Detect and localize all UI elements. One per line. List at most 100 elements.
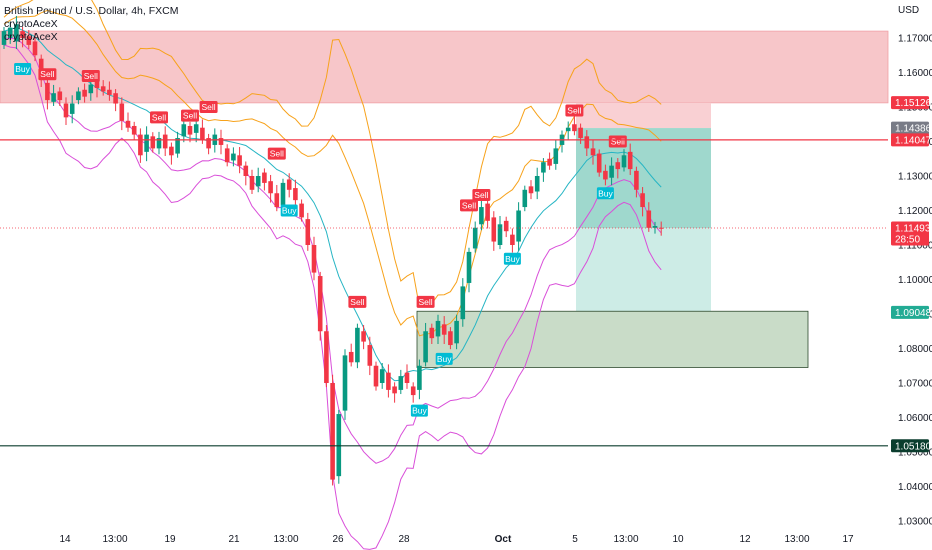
sell-signal — [460, 199, 478, 212]
candle-body — [658, 227, 664, 229]
y-tick-label: 1.06000 — [898, 413, 932, 424]
short-stop-zone — [576, 102, 711, 129]
signal-label: Sell — [611, 137, 625, 147]
legend: British Pound / U.S. Dollar, 4h, FXCM cr… — [4, 5, 178, 44]
price-label-text: 1.14047 — [895, 135, 932, 146]
candle-body — [603, 170, 608, 180]
label-115126 — [891, 96, 929, 110]
buy-signal — [596, 187, 614, 200]
buy-signal — [410, 404, 428, 417]
x-tick-label: 26 — [332, 534, 344, 545]
candle-body — [299, 203, 304, 218]
candle-body — [615, 162, 621, 170]
candle-body — [330, 383, 335, 480]
signal-label: Buy — [598, 188, 613, 198]
sell-signal — [181, 109, 199, 122]
candle-body — [7, 27, 13, 38]
candle-body — [305, 219, 311, 245]
candle-body — [131, 125, 137, 135]
candle-body — [373, 365, 379, 387]
candle-body — [100, 86, 106, 92]
candle-body — [503, 220, 509, 232]
candle-body — [553, 148, 559, 164]
candle-body — [82, 89, 87, 97]
candle-body — [243, 165, 249, 176]
x-tick-label: 12 — [739, 534, 751, 545]
candle-body — [237, 155, 242, 166]
candle-body — [32, 41, 38, 56]
y-tick-label: 1.16000 — [898, 68, 932, 79]
candle-body — [479, 207, 484, 225]
signal-label: Sell — [567, 105, 581, 115]
candle-body — [193, 124, 199, 133]
indicator-2-label[interactable]: cryptoAceX — [4, 31, 58, 43]
price-label-text: 1.05180 — [895, 441, 932, 452]
candle-body — [119, 103, 125, 121]
candle-body — [584, 136, 590, 149]
candle-body — [547, 158, 552, 166]
candle-body — [417, 365, 422, 390]
candle-body — [342, 355, 348, 411]
signal-label: Buy — [437, 354, 452, 364]
signal-label: Sell — [152, 112, 166, 122]
candle-body — [69, 103, 75, 114]
candle-body — [627, 151, 633, 170]
signal-label: Sell — [419, 297, 433, 307]
candle-body — [20, 31, 25, 38]
horizontal-lines[interactable] — [0, 139, 888, 447]
candle-body — [441, 324, 447, 335]
x-tick-label: 28 — [398, 534, 410, 545]
sell-signal — [199, 101, 218, 113]
indicator-1-label[interactable]: cryptoAceX — [4, 18, 58, 30]
signal-label: Buy — [15, 64, 30, 74]
orange-upper-band — [3, 0, 662, 308]
x-tick-label: 17 — [842, 534, 854, 545]
short-target-zone — [576, 228, 711, 313]
countdown-text: 28:50 — [895, 234, 920, 245]
y-tick-label: 1.10000 — [898, 275, 932, 286]
candle-body — [187, 125, 193, 135]
zones-layer — [0, 30, 889, 368]
y-tick-label: 1.05000 — [898, 448, 932, 459]
price-label-text: 1.11493 — [895, 223, 931, 234]
candle-body — [293, 188, 298, 201]
candle-body — [404, 372, 410, 383]
signal-label: Sell — [270, 149, 284, 159]
candle-body — [218, 138, 224, 145]
candle-body — [51, 93, 56, 102]
candle-body — [448, 331, 453, 346]
price-label-text: 1.09048 — [895, 308, 932, 319]
x-tick-label: Oct — [495, 534, 512, 545]
candle-body — [286, 179, 292, 190]
candle-body — [355, 327, 360, 363]
y-tick-label: 1.12000 — [898, 206, 932, 217]
candle-body — [200, 127, 205, 140]
x-tick-label: 21 — [228, 534, 240, 545]
label-109048 — [891, 305, 929, 319]
candle-body — [262, 172, 267, 183]
x-tick-label: 13:00 — [102, 534, 127, 545]
y-tick-label: 1.13000 — [898, 172, 932, 183]
candle-body — [144, 134, 149, 152]
buy-signal — [280, 204, 298, 217]
y-tick-label: 1.17000 — [898, 34, 932, 45]
y-tick-label: 1.11000 — [898, 241, 932, 252]
sell-signal — [38, 68, 57, 81]
signal-label: Buy — [412, 406, 427, 416]
candle-body — [113, 93, 118, 104]
label-111493 — [891, 221, 929, 246]
candle-body — [231, 153, 236, 161]
signal-label: Sell — [474, 190, 488, 200]
candle-body — [206, 138, 211, 149]
price-label-text: 1.15126 — [895, 98, 932, 109]
candle-body — [541, 162, 546, 173]
candle-body — [107, 89, 112, 95]
symbol-title[interactable]: British Pound / U.S. Dollar, 4h, FXCM — [4, 5, 179, 17]
candle-body — [57, 91, 63, 101]
candle-body — [361, 331, 366, 342]
label-114047 — [891, 133, 929, 147]
currency-label: USD — [898, 5, 919, 16]
time-axis[interactable]: 14 13:00 19 21 13:00 26 28 Oct 5 13:00 10 12 13:00 17 — [59, 534, 854, 545]
candle-body — [429, 327, 435, 339]
